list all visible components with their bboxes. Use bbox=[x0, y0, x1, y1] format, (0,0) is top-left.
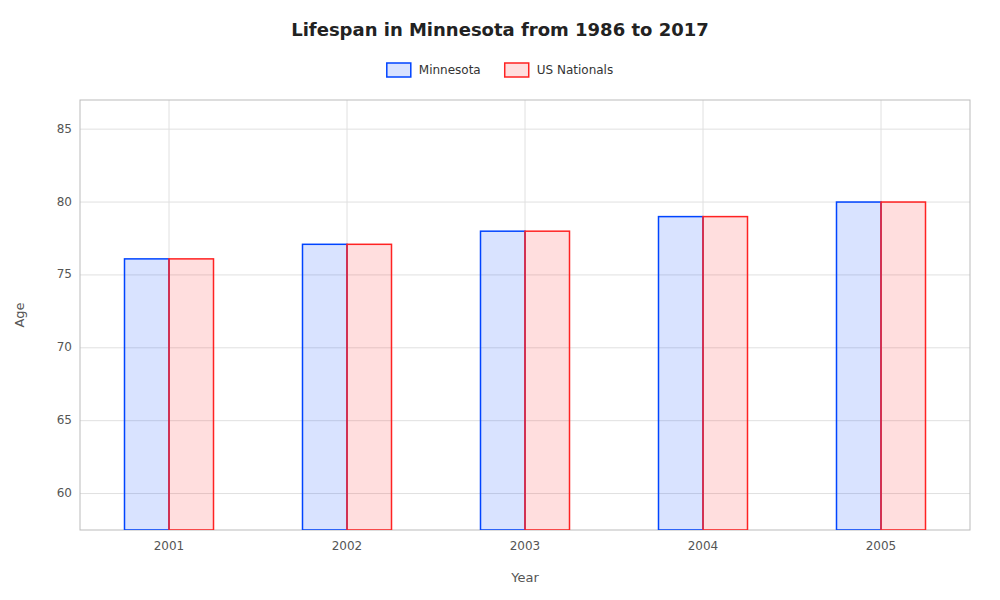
y-tick-label: 60 bbox=[57, 486, 72, 500]
bar bbox=[303, 244, 348, 530]
bar bbox=[881, 202, 926, 530]
x-tick-label: 2001 bbox=[154, 539, 185, 553]
legend-swatch bbox=[387, 63, 411, 77]
y-tick-label: 80 bbox=[57, 195, 72, 209]
y-tick-label: 75 bbox=[57, 267, 72, 281]
bar bbox=[525, 231, 570, 530]
bar bbox=[481, 231, 526, 530]
legend-swatch bbox=[505, 63, 529, 77]
legend: Minnesota US Nationals bbox=[387, 63, 613, 78]
y-tick-label: 85 bbox=[57, 122, 72, 136]
x-axis-label: Year bbox=[510, 570, 539, 585]
y-tick-label: 65 bbox=[57, 413, 72, 427]
chart-svg: 60 65 70 75 80 85 2001 2002 2003 2004 2005 Year Age L… bbox=[0, 0, 1000, 600]
legend-item: US Nationals bbox=[505, 63, 613, 78]
plot-frame bbox=[80, 100, 970, 530]
x-tick-label: 2003 bbox=[510, 539, 541, 553]
chart-title: Lifespan in Minnesota from 1986 to 2017 bbox=[291, 19, 709, 40]
bar bbox=[125, 259, 170, 530]
bar bbox=[703, 217, 748, 530]
legend-item: Minnesota bbox=[387, 63, 481, 78]
x-tick-label: 2005 bbox=[866, 539, 897, 553]
bar bbox=[169, 259, 214, 530]
bar bbox=[837, 202, 882, 530]
bar bbox=[347, 244, 392, 530]
x-tick-label: 2004 bbox=[688, 539, 719, 553]
legend-label: Minnesota bbox=[419, 63, 481, 77]
bars bbox=[125, 202, 926, 530]
x-tick-label: 2002 bbox=[332, 539, 363, 553]
y-axis-label: Age bbox=[12, 302, 27, 327]
bar bbox=[659, 217, 704, 530]
chart-container: 60 65 70 75 80 85 2001 2002 2003 2004 2005 Year Age L… bbox=[0, 0, 1000, 600]
legend-label: US Nationals bbox=[537, 63, 613, 77]
grid bbox=[80, 100, 970, 530]
y-tick-label: 70 bbox=[57, 340, 72, 354]
